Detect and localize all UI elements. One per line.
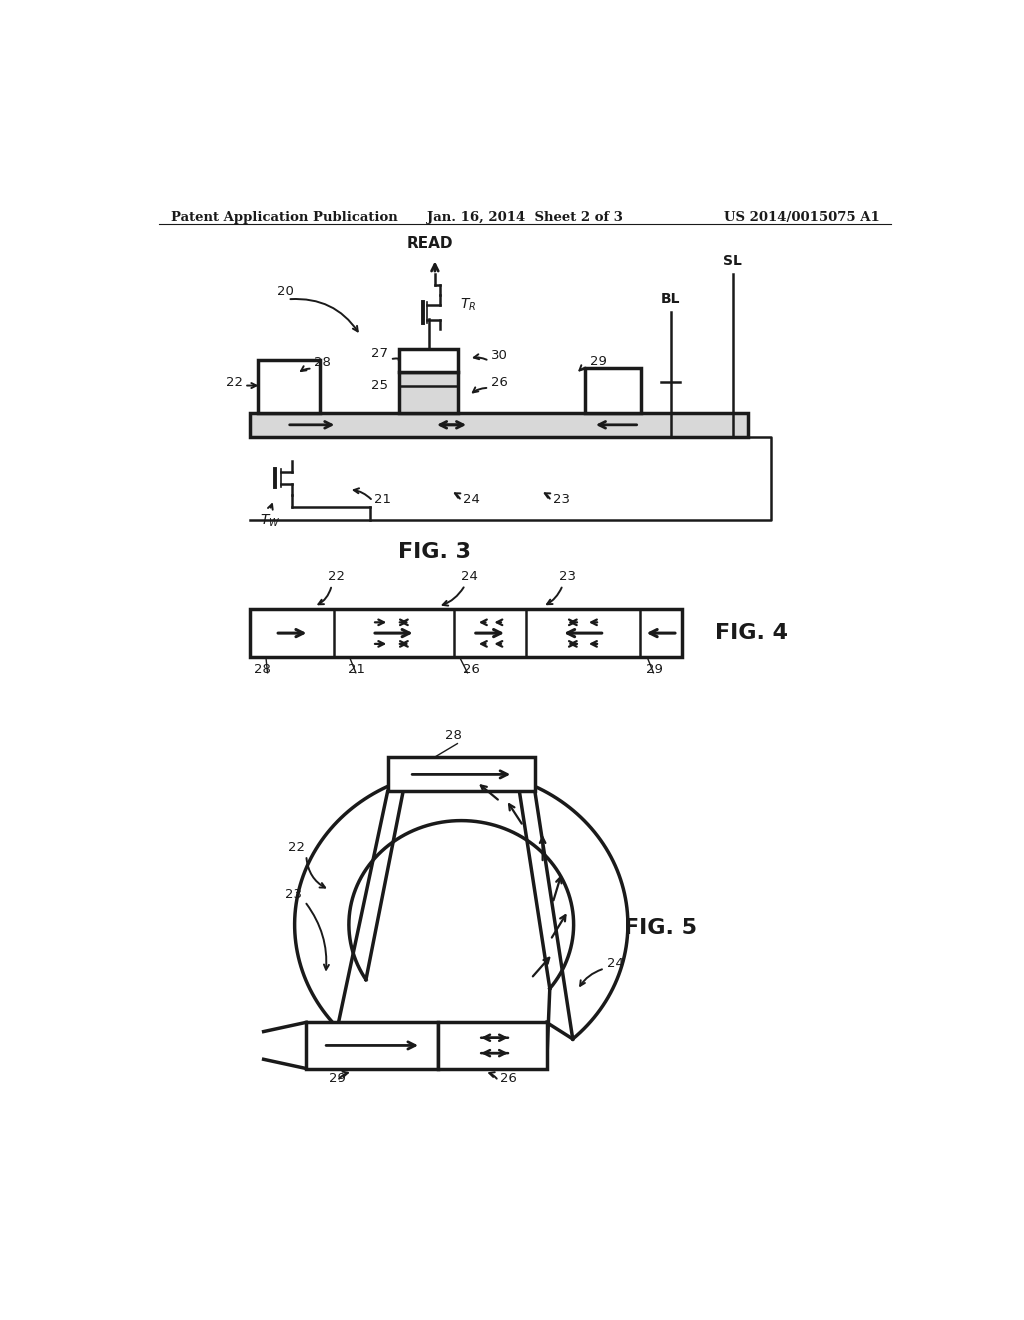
- Text: Jan. 16, 2014  Sheet 2 of 3: Jan. 16, 2014 Sheet 2 of 3: [427, 211, 623, 224]
- Text: FIG. 3: FIG. 3: [397, 543, 471, 562]
- Bar: [251, 412, 748, 437]
- Text: 29: 29: [329, 1072, 346, 1085]
- Text: 21: 21: [348, 663, 366, 676]
- Text: 27: 27: [371, 347, 388, 360]
- Bar: [438, 1022, 547, 1069]
- Text: 28: 28: [445, 729, 462, 742]
- Text: 26: 26: [490, 376, 508, 388]
- Text: 24: 24: [461, 570, 478, 583]
- Text: 22: 22: [288, 841, 305, 854]
- Bar: [306, 1022, 438, 1069]
- Text: 25: 25: [371, 379, 388, 392]
- Text: 23: 23: [286, 887, 302, 900]
- Text: 24: 24: [463, 492, 479, 506]
- Text: 26: 26: [463, 663, 479, 676]
- Text: 20: 20: [276, 285, 294, 298]
- Text: 22: 22: [225, 376, 243, 388]
- Text: US 2014/0015075 A1: US 2014/0015075 A1: [724, 211, 880, 224]
- Text: 23: 23: [559, 570, 575, 583]
- Text: 30: 30: [490, 348, 508, 362]
- Bar: [388, 758, 535, 792]
- Text: READ: READ: [407, 236, 454, 251]
- Bar: [399, 372, 458, 412]
- Bar: [251, 609, 682, 657]
- Text: 24: 24: [607, 957, 624, 970]
- Text: 21: 21: [375, 492, 391, 506]
- Text: FIG. 5: FIG. 5: [624, 919, 697, 939]
- Text: $T_R$: $T_R$: [460, 297, 476, 313]
- Text: SL: SL: [723, 253, 742, 268]
- Text: FIG. 4: FIG. 4: [716, 623, 788, 643]
- Text: $T_W$: $T_W$: [260, 512, 280, 529]
- Text: 26: 26: [500, 1072, 517, 1085]
- Text: 28: 28: [314, 356, 331, 370]
- Text: 29: 29: [590, 355, 607, 368]
- Text: Patent Application Publication: Patent Application Publication: [171, 211, 397, 224]
- Bar: [258, 360, 321, 413]
- Text: 28: 28: [254, 663, 270, 676]
- Text: BL: BL: [660, 292, 680, 306]
- Bar: [586, 368, 641, 412]
- Text: 23: 23: [553, 492, 569, 506]
- Text: 22: 22: [328, 570, 345, 583]
- Text: 29: 29: [646, 663, 663, 676]
- Bar: [399, 350, 458, 372]
